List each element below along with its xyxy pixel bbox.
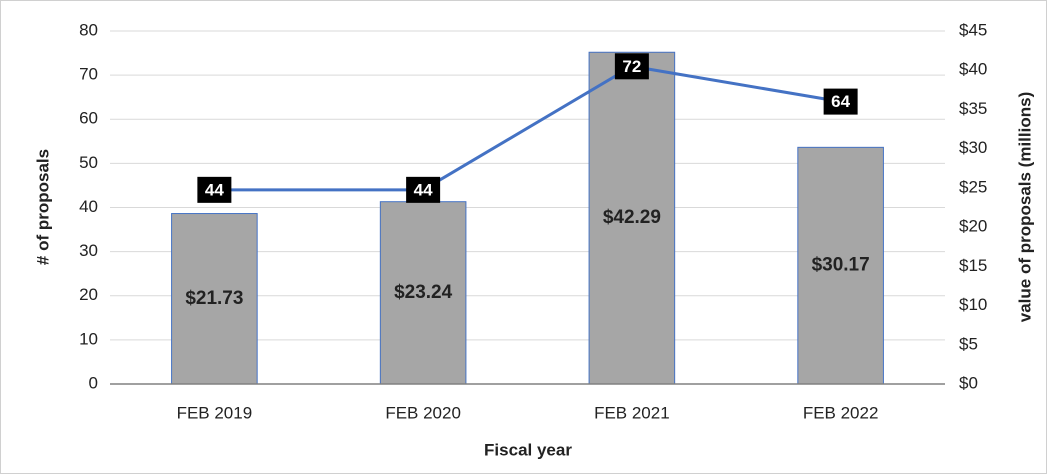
- y-tick-label: 50: [79, 153, 98, 172]
- bar-value-label: $21.73: [185, 288, 243, 309]
- label-box: [823, 88, 858, 115]
- y2-tick-label: $15: [959, 256, 987, 275]
- x-tick-label: FEB 2022: [803, 403, 879, 422]
- x-tick-label: FEB 2020: [385, 403, 461, 422]
- y2-tick-label: $30: [959, 138, 987, 157]
- y-tick-label: 10: [79, 329, 98, 348]
- x-tick-label: FEB 2021: [594, 403, 670, 422]
- x-axis-title: Fiscal year: [484, 440, 572, 459]
- line-value-label: 44: [205, 180, 224, 199]
- y2-tick-label: $10: [959, 295, 987, 314]
- y2-tick-label: $35: [959, 99, 987, 118]
- bar-value-label: $42.29: [603, 207, 661, 228]
- line: [214, 64, 841, 192]
- y-tick-label: 80: [79, 20, 98, 39]
- y-tick-label: 40: [79, 197, 98, 216]
- y-tick-label: 70: [79, 65, 98, 84]
- y2-tick-label: $20: [959, 217, 987, 236]
- x-tick-label: FEB 2019: [177, 403, 253, 422]
- line-value-label: 72: [622, 57, 641, 76]
- bar: [171, 213, 258, 385]
- y-tick-label: 20: [79, 285, 98, 304]
- y2-tick-label: $45: [959, 20, 987, 39]
- line-value-label: 44: [414, 180, 433, 199]
- y2-tick-label: $25: [959, 177, 987, 196]
- bar-value-label: $23.24: [394, 282, 453, 303]
- y-tick-label: 60: [79, 109, 98, 128]
- y2-axis-title: value of proposals (millions): [1015, 92, 1034, 322]
- label-box: [197, 176, 232, 203]
- y2-tick-label: $40: [959, 60, 987, 79]
- label-box: [614, 53, 649, 80]
- bar-value-label: $30.17: [812, 255, 870, 276]
- y2-tick-label: $5: [959, 334, 978, 353]
- y-axis-title: # of proposals: [33, 149, 52, 265]
- label-box: [406, 176, 441, 203]
- line-value-label: 64: [831, 92, 850, 111]
- y-tick-label: 30: [79, 241, 98, 260]
- y-tick-label: 0: [89, 373, 98, 392]
- y2-tick-label: $0: [959, 373, 978, 392]
